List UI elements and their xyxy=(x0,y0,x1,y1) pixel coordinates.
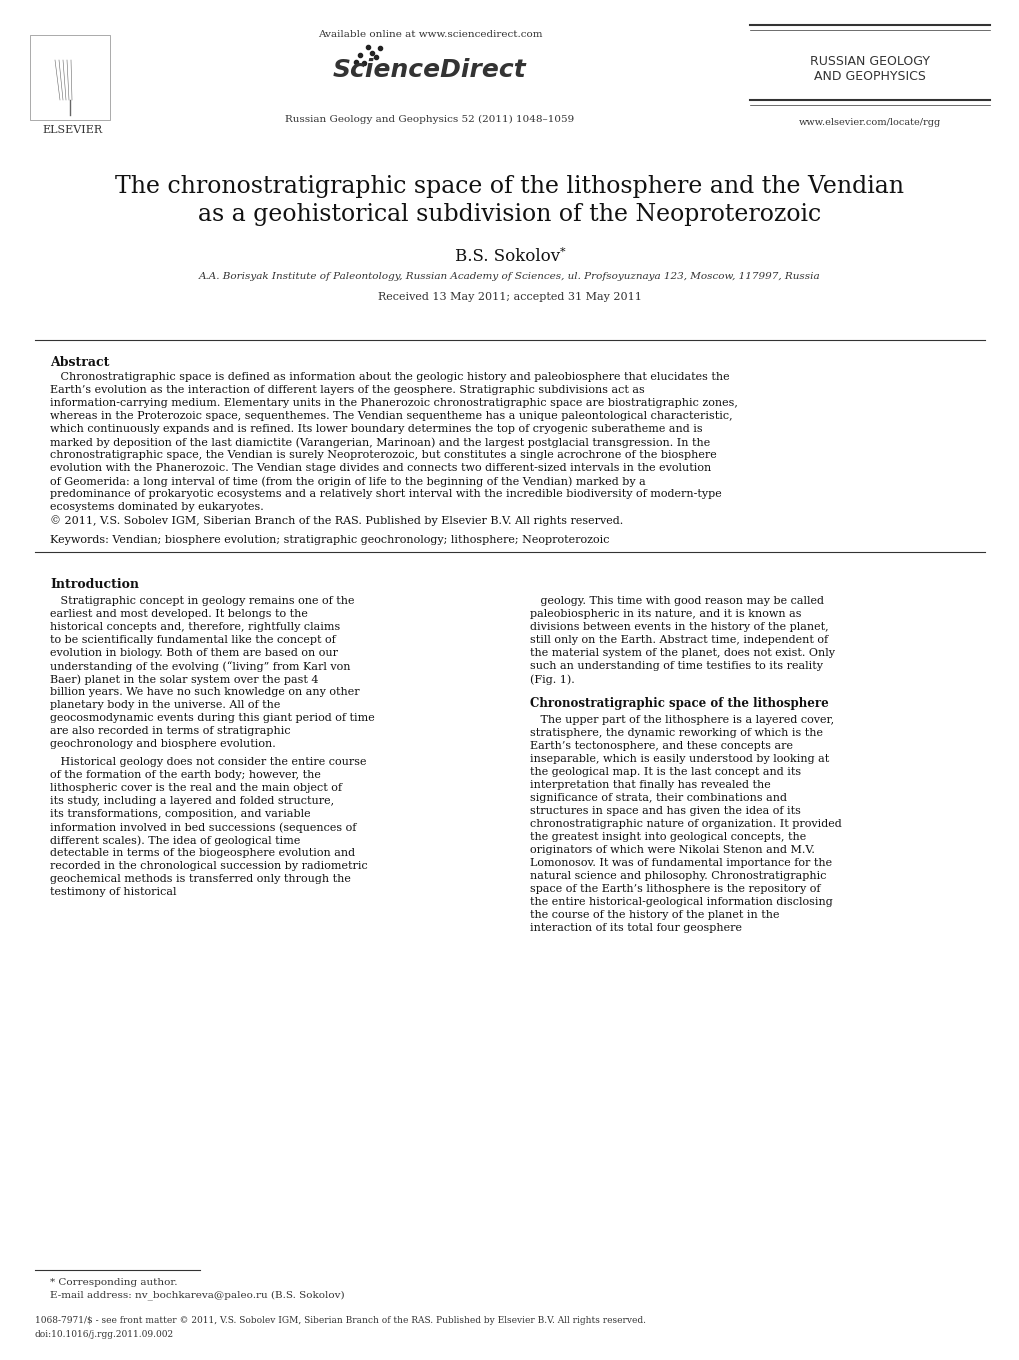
Text: ELSEVIER: ELSEVIER xyxy=(42,125,102,135)
Text: as a geohistorical subdivision of the Neoproterozoic: as a geohistorical subdivision of the Ne… xyxy=(199,203,820,226)
Text: Abstract: Abstract xyxy=(50,356,109,369)
Text: of Geomerida: a long interval of time (from the origin of life to the beginning : of Geomerida: a long interval of time (f… xyxy=(50,476,645,487)
Text: Earth’s tectonosphere, and these concepts are: Earth’s tectonosphere, and these concept… xyxy=(530,741,792,751)
Text: the geological map. It is the last concept and its: the geological map. It is the last conce… xyxy=(530,767,800,777)
Text: predominance of prokaryotic ecosystems and a relatively short interval with the : predominance of prokaryotic ecosystems a… xyxy=(50,490,721,499)
Text: www.elsevier.com/locate/rgg: www.elsevier.com/locate/rgg xyxy=(798,118,941,126)
Text: geocosmodynamic events during this giant period of time: geocosmodynamic events during this giant… xyxy=(50,713,374,724)
Text: chronostratigraphic space, the Vendian is surely Neoproterozoic, but constitutes: chronostratigraphic space, the Vendian i… xyxy=(50,450,716,460)
Text: recorded in the chronological succession by radiometric: recorded in the chronological succession… xyxy=(50,861,368,870)
Text: Earth’s evolution as the interaction of different layers of the geosphere. Strat: Earth’s evolution as the interaction of … xyxy=(50,385,644,394)
Text: Introduction: Introduction xyxy=(50,578,139,592)
Text: the material system of the planet, does not exist. Only: the material system of the planet, does … xyxy=(530,647,835,658)
Text: the greatest insight into geological concepts, the: the greatest insight into geological con… xyxy=(530,832,805,842)
Text: paleobiospheric in its nature, and it is known as: paleobiospheric in its nature, and it is… xyxy=(530,609,801,619)
Text: of the formation of the earth body; however, the: of the formation of the earth body; howe… xyxy=(50,770,321,781)
Text: Baer) planet in the solar system over the past 4: Baer) planet in the solar system over th… xyxy=(50,675,318,684)
Text: Stratigraphic concept in geology remains one of the: Stratigraphic concept in geology remains… xyxy=(50,596,355,607)
Text: evolution with the Phanerozoic. The Vendian stage divides and connects two diffe: evolution with the Phanerozoic. The Vend… xyxy=(50,462,710,473)
Text: space of the Earth’s lithosphere is the repository of: space of the Earth’s lithosphere is the … xyxy=(530,884,819,894)
Text: RUSSIAN GEOLOGY: RUSSIAN GEOLOGY xyxy=(809,54,929,68)
Text: inseparable, which is easily understood by looking at: inseparable, which is easily understood … xyxy=(530,753,828,764)
Text: natural science and philosophy. Chronostratigraphic: natural science and philosophy. Chronost… xyxy=(530,870,825,881)
Text: still only on the Earth. Abstract time, independent of: still only on the Earth. Abstract time, … xyxy=(530,635,827,645)
Text: ecosystems dominated by eukaryotes.: ecosystems dominated by eukaryotes. xyxy=(50,502,264,511)
Text: The chronostratigraphic space of the lithosphere and the Vendian: The chronostratigraphic space of the lit… xyxy=(115,175,904,199)
Text: Chronostratigraphic space of the lithosphere: Chronostratigraphic space of the lithosp… xyxy=(530,696,828,710)
Text: geochemical methods is transferred only through the: geochemical methods is transferred only … xyxy=(50,874,351,884)
Text: Available online at www.sciencedirect.com: Available online at www.sciencedirect.co… xyxy=(318,30,542,39)
Text: marked by deposition of the last diamictite (Varangerian, Marinoan) and the larg: marked by deposition of the last diamict… xyxy=(50,437,709,447)
Text: doi:10.1016/j.rgg.2011.09.002: doi:10.1016/j.rgg.2011.09.002 xyxy=(35,1330,174,1340)
Text: historical concepts and, therefore, rightfully claims: historical concepts and, therefore, righ… xyxy=(50,622,340,632)
Text: Russian Geology and Geophysics 52 (2011) 1048–1059: Russian Geology and Geophysics 52 (2011)… xyxy=(285,116,574,124)
Text: the entire historical-geological information disclosing: the entire historical-geological informa… xyxy=(530,898,832,907)
Text: E-mail address: nv_bochkareva@paleo.ru (B.S. Sokolov): E-mail address: nv_bochkareva@paleo.ru (… xyxy=(50,1291,344,1300)
Text: are also recorded in terms of stratigraphic: are also recorded in terms of stratigrap… xyxy=(50,726,290,736)
Text: information-carrying medium. Elementary units in the Phanerozoic chronostratigra: information-carrying medium. Elementary … xyxy=(50,398,737,408)
Text: interpretation that finally has revealed the: interpretation that finally has revealed… xyxy=(530,781,770,790)
Text: stratisphere, the dynamic reworking of which is the: stratisphere, the dynamic reworking of w… xyxy=(530,728,822,738)
Text: planetary body in the universe. All of the: planetary body in the universe. All of t… xyxy=(50,700,280,710)
Bar xyxy=(30,35,110,120)
Text: detectable in terms of the biogeosphere evolution and: detectable in terms of the biogeosphere … xyxy=(50,849,355,858)
Text: its study, including a layered and folded structure,: its study, including a layered and folde… xyxy=(50,796,334,806)
Text: * Corresponding author.: * Corresponding author. xyxy=(50,1278,177,1287)
Text: evolution in biology. Both of them are based on our: evolution in biology. Both of them are b… xyxy=(50,647,337,658)
Text: AND GEOPHYSICS: AND GEOPHYSICS xyxy=(813,69,925,83)
Text: © 2011, V.S. Sobolev IGM, Siberian Branch of the RAS. Published by Elsevier B.V.: © 2011, V.S. Sobolev IGM, Siberian Branc… xyxy=(50,515,623,526)
Text: Keywords: Vendian; biosphere evolution; stratigraphic geochronology; lithosphere: Keywords: Vendian; biosphere evolution; … xyxy=(50,534,609,545)
Text: which continuously expands and is refined. Its lower boundary determines the top: which continuously expands and is refine… xyxy=(50,424,702,434)
Text: Received 13 May 2011; accepted 31 May 2011: Received 13 May 2011; accepted 31 May 20… xyxy=(378,292,641,302)
Text: information involved in bed successions (sequences of: information involved in bed successions … xyxy=(50,821,356,832)
Text: The upper part of the lithosphere is a layered cover,: The upper part of the lithosphere is a l… xyxy=(530,715,834,725)
Text: geochronology and biosphere evolution.: geochronology and biosphere evolution. xyxy=(50,738,275,749)
Text: Historical geology does not consider the entire course: Historical geology does not consider the… xyxy=(50,758,366,767)
Text: interaction of its total four geosphere: interaction of its total four geosphere xyxy=(530,923,741,933)
Text: such an understanding of time testifies to its reality: such an understanding of time testifies … xyxy=(530,661,822,670)
Text: *: * xyxy=(559,248,566,257)
Text: Chronostratigraphic space is defined as information about the geologic history a: Chronostratigraphic space is defined as … xyxy=(50,373,729,382)
Text: whereas in the Proterozoic space, sequenthemes. The Vendian sequentheme has a un: whereas in the Proterozoic space, sequen… xyxy=(50,411,732,422)
Text: structures in space and has given the idea of its: structures in space and has given the id… xyxy=(530,806,800,816)
Text: (Fig. 1).: (Fig. 1). xyxy=(530,675,574,684)
Text: significance of strata, their combinations and: significance of strata, their combinatio… xyxy=(530,793,787,802)
Text: Lomonosov. It was of fundamental importance for the: Lomonosov. It was of fundamental importa… xyxy=(530,858,832,868)
Text: lithospheric cover is the real and the main object of: lithospheric cover is the real and the m… xyxy=(50,783,341,793)
Text: to be scientifically fundamental like the concept of: to be scientifically fundamental like th… xyxy=(50,635,335,645)
Text: billion years. We have no such knowledge on any other: billion years. We have no such knowledge… xyxy=(50,687,360,696)
Text: earliest and most developed. It belongs to the: earliest and most developed. It belongs … xyxy=(50,609,308,619)
Text: understanding of the evolving (“living” from Karl von: understanding of the evolving (“living” … xyxy=(50,661,351,672)
Text: divisions between events in the history of the planet,: divisions between events in the history … xyxy=(530,622,827,632)
Text: A.A. Borisyak Institute of Paleontology, Russian Academy of Sciences, ul. Profso: A.A. Borisyak Institute of Paleontology,… xyxy=(199,272,820,282)
Text: testimony of historical: testimony of historical xyxy=(50,887,176,898)
Text: B.S. Sokolov: B.S. Sokolov xyxy=(454,248,565,265)
Text: the course of the history of the planet in the: the course of the history of the planet … xyxy=(530,910,779,919)
Text: chronostratigraphic nature of organization. It provided: chronostratigraphic nature of organizati… xyxy=(530,819,841,830)
Text: originators of which were Nikolai Stenon and M.V.: originators of which were Nikolai Stenon… xyxy=(530,845,814,855)
Text: different scales). The idea of geological time: different scales). The idea of geologica… xyxy=(50,835,300,846)
Text: 1068-7971/$ - see front matter © 2011, V.S. Sobolev IGM, Siberian Branch of the : 1068-7971/$ - see front matter © 2011, V… xyxy=(35,1316,645,1325)
Text: its transformations, composition, and variable: its transformations, composition, and va… xyxy=(50,809,311,819)
Text: ScienceDirect: ScienceDirect xyxy=(333,58,527,82)
Text: geology. This time with good reason may be called: geology. This time with good reason may … xyxy=(530,596,823,607)
